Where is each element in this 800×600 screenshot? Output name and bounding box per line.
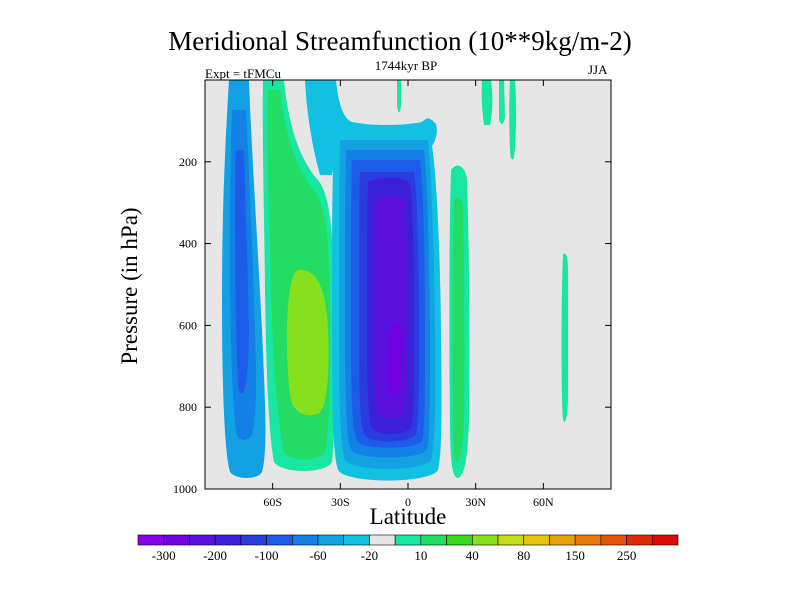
chart-title: Meridional Streamfunction (10**9kg/m-2)	[168, 26, 632, 56]
upper-streak-north-3	[509, 80, 517, 160]
colorbar-label: 250	[617, 548, 637, 563]
northern-hadley-cell-core	[452, 197, 465, 462]
colorbar-swatch	[497, 534, 525, 546]
colorbar-label: 150	[565, 548, 585, 563]
y-tick-label: 200	[179, 155, 197, 169]
colorbar-swatch	[189, 534, 216, 546]
colorbar-swatch	[394, 534, 422, 546]
x-axis-ticks: 60S 30S 0 30N 60N	[263, 80, 554, 509]
upper-streak-north-1	[481, 80, 493, 125]
southern-subpolar-cell-core	[235, 150, 249, 394]
upper-streak-north-2	[499, 80, 505, 124]
southern-midlat-cell-core	[286, 269, 329, 416]
season-label: JJA	[588, 62, 608, 77]
colorbar-label: 80	[517, 548, 530, 563]
colorbar-label: 10	[414, 548, 427, 563]
colorbar-swatch	[549, 534, 576, 546]
colorbar-swatch	[600, 534, 627, 546]
x-tick-label: 30S	[331, 495, 350, 509]
colorbar-swatch	[651, 534, 679, 546]
chart-subtitle: 1744kyr BP	[374, 58, 438, 73]
colorbar-label: -20	[361, 548, 378, 563]
northern-polar-band	[561, 253, 568, 422]
y-tick-label: 800	[179, 400, 197, 414]
x-tick-label: 0	[405, 495, 411, 509]
colorbar-swatch	[266, 534, 293, 546]
x-axis-label: Latitude	[369, 504, 447, 529]
colorbar-swatch	[163, 534, 190, 546]
hadley-cell-core	[387, 324, 403, 396]
x-tick-label: 30N	[465, 495, 486, 509]
colorbar-label: 40	[466, 548, 479, 563]
y-axis-ticks: 200 400 600 800 1000	[173, 155, 611, 496]
colorbar-label: -300	[152, 548, 176, 563]
colorbar-swatch	[291, 534, 319, 546]
colorbar: -300 -200 -100 -60 -20 10 40 80 150 250	[137, 534, 679, 563]
colorbar-label: -200	[203, 548, 227, 563]
colorbar-swatch	[626, 534, 653, 546]
y-tick-label: 400	[179, 237, 197, 251]
colorbar-swatch	[471, 534, 499, 546]
colorbar-swatch	[446, 534, 473, 546]
x-tick-label: 60S	[263, 495, 282, 509]
upper-streak-equator	[397, 80, 401, 113]
contour-fields	[222, 80, 568, 481]
x-tick-label: 60N	[533, 495, 554, 509]
colorbar-swatch	[137, 534, 165, 546]
colorbar-swatch	[420, 534, 447, 546]
y-tick-label: 1000	[173, 482, 197, 496]
colorbar-swatch	[369, 534, 396, 546]
colorbar-swatch	[574, 534, 602, 546]
colorbar-label: -100	[255, 548, 279, 563]
colorbar-label: -60	[309, 548, 326, 563]
colorbar-swatch	[523, 534, 550, 546]
experiment-label: Expt = tFMCu	[205, 66, 281, 81]
y-tick-label: 600	[179, 318, 197, 332]
colorbar-swatch	[214, 534, 242, 546]
colorbar-swatch	[317, 534, 345, 546]
colorbar-swatch	[240, 534, 267, 546]
colorbar-swatch	[343, 534, 370, 546]
